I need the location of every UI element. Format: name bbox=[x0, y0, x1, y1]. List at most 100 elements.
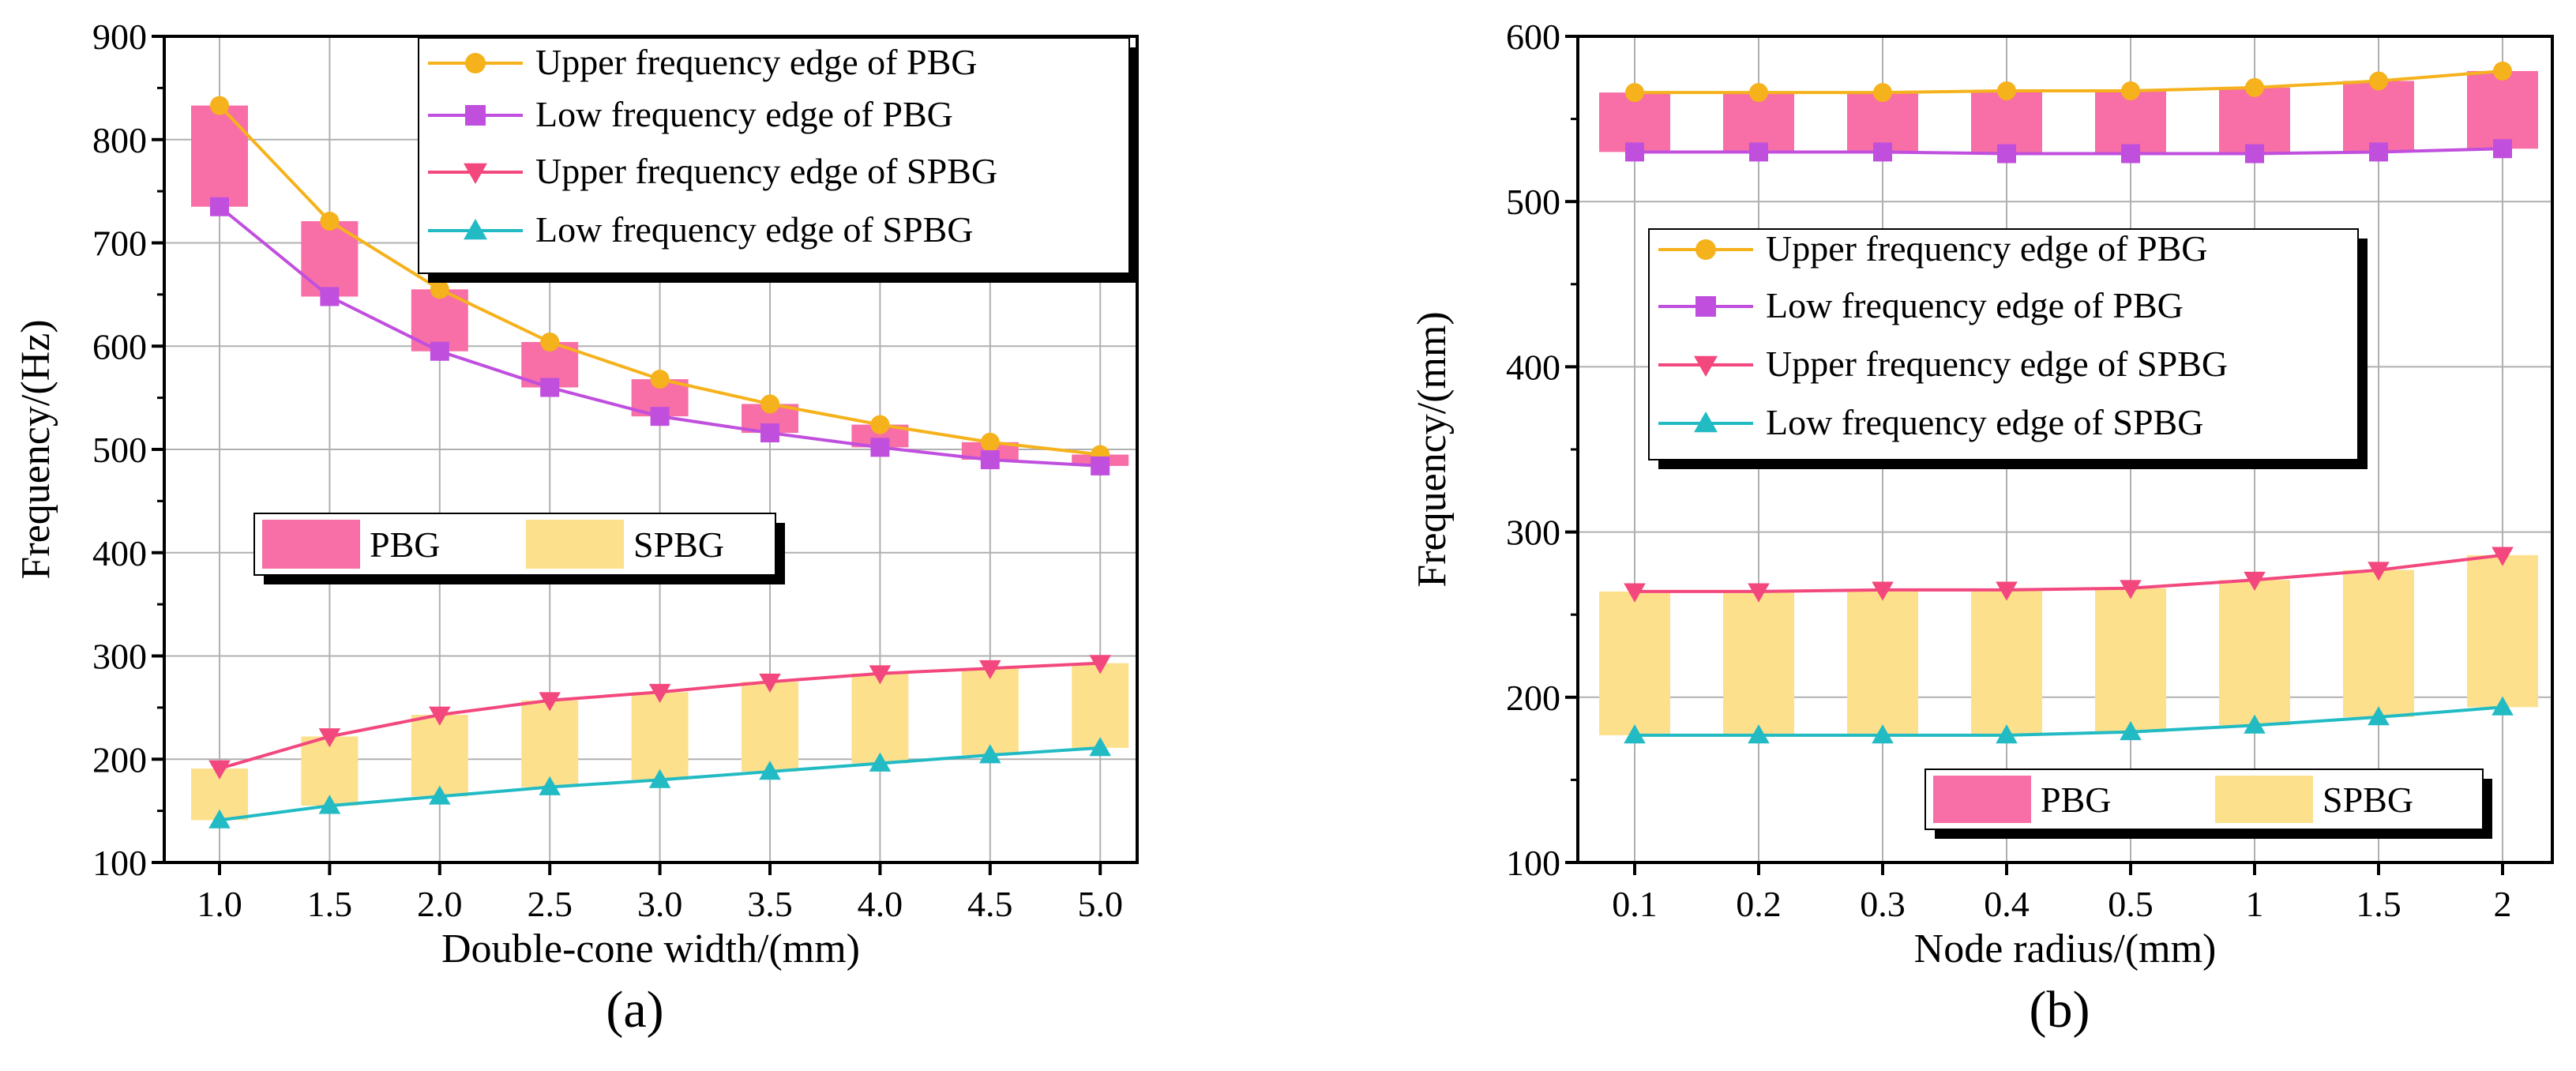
legend-marker bbox=[1694, 355, 1718, 377]
y-tick-label: 600 bbox=[92, 326, 147, 366]
y-tick-label: 400 bbox=[1506, 347, 1560, 387]
low-spbg-marker bbox=[759, 761, 781, 780]
x-tick-label: 2 bbox=[2494, 884, 2512, 924]
pbg-band-bar bbox=[1971, 91, 2042, 154]
x-tick-label: 1.5 bbox=[307, 884, 353, 924]
legend-marker bbox=[464, 163, 487, 184]
pbg-band-bar bbox=[2095, 91, 2166, 154]
y-tick-label: 200 bbox=[92, 739, 147, 780]
spbg-legend-label: SPBG bbox=[2323, 780, 2413, 820]
low-spbg-marker bbox=[1748, 724, 1770, 744]
pbg-band-bar bbox=[1599, 92, 1670, 152]
upper-spbg-marker bbox=[1996, 581, 2018, 601]
upper-spbg-marker bbox=[2244, 571, 2266, 592]
spbg-band-bar bbox=[1847, 589, 1918, 735]
legend-entry: Low frequency edge of PBG bbox=[1766, 285, 2184, 325]
upper-spbg-marker bbox=[429, 706, 451, 726]
pbg-band-bar bbox=[2343, 81, 2414, 152]
upper-spbg-marker bbox=[1089, 655, 1111, 675]
x-tick-label: 2.0 bbox=[417, 884, 463, 924]
legend-entry: Upper frequency edge of PBG bbox=[535, 42, 977, 82]
upper-spbg-marker bbox=[2492, 547, 2514, 566]
spbg-band-bar bbox=[1072, 663, 1129, 748]
upper-pbg-marker bbox=[1997, 81, 2016, 101]
y-axis-title: Frequency/(mm) bbox=[1410, 311, 1455, 587]
upper-spbg-marker bbox=[539, 692, 561, 712]
upper-pbg-marker bbox=[320, 212, 340, 231]
upper-pbg-marker bbox=[2121, 81, 2140, 101]
upper-pbg-marker bbox=[2245, 77, 2264, 97]
pbg-band-bar bbox=[1723, 92, 1794, 152]
y-tick-label: 800 bbox=[92, 120, 147, 160]
low-pbg-marker bbox=[1091, 456, 1110, 475]
y-tick-label: 500 bbox=[1506, 182, 1560, 222]
low-spbg-marker bbox=[2368, 706, 2390, 726]
y-tick-label: 900 bbox=[92, 17, 147, 57]
low-spbg-line bbox=[1635, 705, 2503, 737]
upper-pbg-marker bbox=[1749, 83, 1768, 103]
spbg-band-bar bbox=[411, 715, 468, 797]
upper-pbg-marker bbox=[760, 394, 779, 414]
pbg-legend-label: PBG bbox=[370, 524, 440, 565]
upper-pbg-line bbox=[1635, 69, 2503, 95]
legend-entry: Upper frequency edge of SPBG bbox=[1766, 344, 2228, 384]
low-pbg-marker bbox=[2493, 139, 2512, 159]
chart-panel-a: 100 200 300 400 500 600 700 800 900 1.0 1.5 2.0 2.5 3… bbox=[13, 17, 1139, 1039]
y-axis-title: Frequency/(Hz) bbox=[13, 319, 58, 579]
chart-panel-b: 100 200 300 400 500 600 0.1 0.2 0.3 0.4 0.5 1 1.5 2 No… bbox=[1410, 17, 2554, 1039]
spbg-legend-label: SPBG bbox=[633, 524, 724, 565]
legend-marker bbox=[465, 105, 486, 126]
pbg-band-bar bbox=[2219, 87, 2290, 154]
low-spbg-marker bbox=[208, 809, 231, 829]
upper-pbg-marker bbox=[980, 432, 1000, 452]
spbg-band-bar bbox=[2219, 580, 2290, 726]
spbg-band-bar bbox=[1599, 591, 1670, 735]
x-tick-label: 4.5 bbox=[967, 884, 1013, 924]
y-tick-label: 500 bbox=[92, 430, 147, 470]
low-pbg-marker bbox=[760, 423, 779, 443]
low-pbg-marker bbox=[650, 407, 670, 427]
x-axis-title: Node radius/(mm) bbox=[1914, 926, 2217, 971]
pbg-band-bar bbox=[1847, 92, 1918, 152]
upper-spbg-marker bbox=[1624, 583, 1646, 603]
x-tick-label: 0.5 bbox=[2108, 884, 2154, 924]
upper-spbg-marker bbox=[979, 660, 1001, 679]
legend-marker bbox=[465, 53, 486, 73]
x-tick-label: 0.2 bbox=[1736, 884, 1782, 924]
series-legend bbox=[1648, 228, 2359, 460]
x-tick-label: 0.4 bbox=[1984, 884, 2030, 924]
upper-spbg-marker bbox=[869, 665, 892, 685]
y-tick-label: 300 bbox=[1506, 513, 1560, 553]
x-tick-label: 1.0 bbox=[197, 884, 242, 924]
legend-marker bbox=[1695, 296, 1716, 317]
low-spbg-marker bbox=[1624, 724, 1646, 744]
series-legend bbox=[418, 37, 1130, 274]
low-pbg-marker bbox=[1625, 142, 1644, 162]
y-tick-label: 700 bbox=[92, 224, 147, 264]
upper-spbg-line bbox=[1635, 553, 2503, 593]
low-spbg-marker bbox=[539, 776, 561, 795]
low-pbg-line bbox=[1635, 147, 2503, 156]
upper-spbg-marker bbox=[759, 673, 781, 693]
x-tick-label: 1.5 bbox=[2356, 884, 2401, 924]
legend-entry: Upper frequency edge of PBG bbox=[1766, 228, 2207, 269]
upper-spbg-marker bbox=[318, 728, 341, 748]
low-pbg-marker bbox=[980, 450, 1000, 470]
low-spbg-marker bbox=[318, 795, 341, 814]
spbg-band-bar bbox=[961, 668, 1019, 756]
spbg-band-bar bbox=[2343, 569, 2414, 717]
y-tick-label: 100 bbox=[1506, 843, 1560, 883]
low-spbg-marker bbox=[1872, 724, 1894, 744]
upper-spbg-marker bbox=[1748, 583, 1770, 603]
upper-pbg-marker bbox=[1873, 83, 1892, 103]
low-pbg-marker bbox=[2245, 144, 2264, 163]
legend-entry: Low frequency edge of SPBG bbox=[535, 209, 973, 250]
spbg-band-bar bbox=[521, 700, 579, 787]
low-spbg-marker bbox=[429, 785, 451, 805]
spbg-band-bar bbox=[2467, 554, 2538, 708]
panel-label: (a) bbox=[606, 981, 663, 1039]
spbg-band-bar bbox=[2095, 588, 2166, 732]
low-spbg-marker bbox=[2492, 696, 2514, 716]
x-tick-label: 0.3 bbox=[1860, 884, 1906, 924]
